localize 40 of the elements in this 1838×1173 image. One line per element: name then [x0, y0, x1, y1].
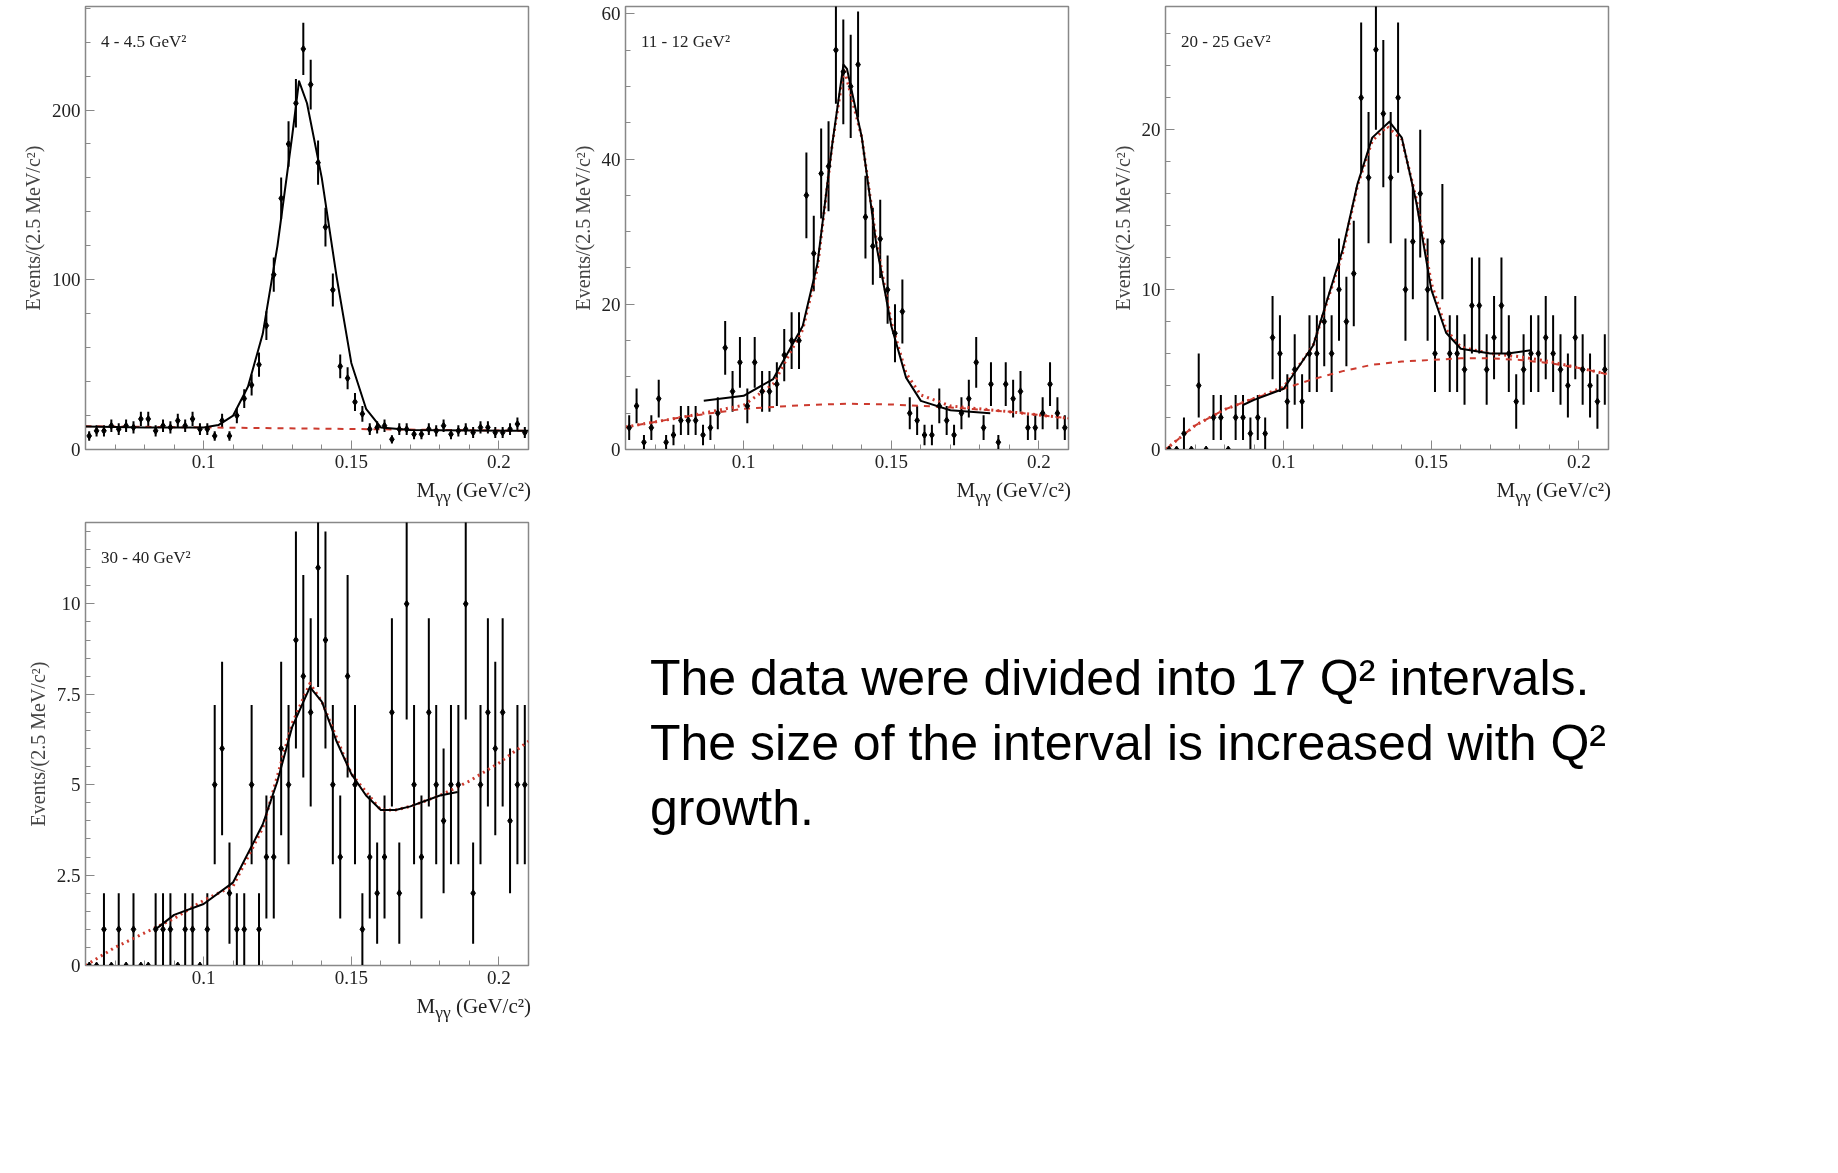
x-tick-label: 0.2: [1567, 450, 1591, 472]
x-axis-title: M$_{γγ}$ (GeV/c²): [1496, 477, 1611, 509]
x-tick-label: 0.1: [191, 450, 216, 472]
x-tick-label: 0.2: [487, 966, 511, 988]
x-tick-label: 0.15: [334, 966, 368, 988]
y-tick-label: 200: [52, 99, 81, 121]
y-tick-label: 5: [71, 774, 81, 796]
x-tick-label: 0.15: [1414, 450, 1448, 472]
annotation: 11 - 12 GeV²: [641, 31, 730, 51]
y-tick-label: 7.5: [56, 683, 81, 705]
y-tick-label: 60: [601, 3, 621, 25]
y-axis-title: Events/(2.5 MeV/c²): [1111, 145, 1135, 311]
annotation: 20 - 25 GeV²: [1181, 31, 1271, 51]
x-tick-label: 0.2: [487, 450, 511, 472]
y-tick-label: 20: [1141, 119, 1161, 141]
x-tick-label: 0.1: [191, 966, 216, 988]
x-tick-label: 0.1: [731, 450, 756, 472]
annotation: 30 - 40 GeV²: [101, 547, 191, 567]
x-tick-label: 0.1: [1271, 450, 1296, 472]
text: The data were divided into 17 Q² intervals. The size of the interval is increased with Q² growth.: [650, 649, 1607, 838]
y-tick-label: 100: [52, 269, 81, 291]
y-tick-label: 10: [1141, 279, 1161, 301]
y-tick-label: 10: [61, 593, 81, 615]
x-axis-title: M$_{γγ}$ (GeV/c²): [956, 477, 1071, 509]
x-axis-title: M$_{γγ}$ (GeV/c²): [416, 477, 531, 509]
x-tick-label: 0.15: [334, 450, 368, 472]
y-tick-label: 0: [611, 439, 621, 460]
y-tick-label: 0: [71, 439, 81, 460]
y-tick-label: 0: [71, 955, 81, 976]
y-axis-title: Events/(2.5 MeV/c²): [571, 145, 595, 311]
y-axis-title: Events/(2.5 MeV/c²): [26, 661, 50, 827]
y-tick-label: 0: [1151, 439, 1161, 460]
x-tick-label: 0.15: [874, 450, 908, 472]
y-tick-label: 2.5: [56, 864, 81, 886]
annotation: 4 - 4.5 GeV²: [101, 31, 187, 51]
y-tick-label: 40: [601, 148, 621, 170]
x-axis-title: M$_{γγ}$ (GeV/c²): [416, 993, 531, 1025]
y-tick-label: 20: [601, 293, 621, 315]
x-tick-label: 0.2: [1027, 450, 1051, 472]
y-axis-title: Events/(2.5 MeV/c²): [22, 145, 45, 311]
